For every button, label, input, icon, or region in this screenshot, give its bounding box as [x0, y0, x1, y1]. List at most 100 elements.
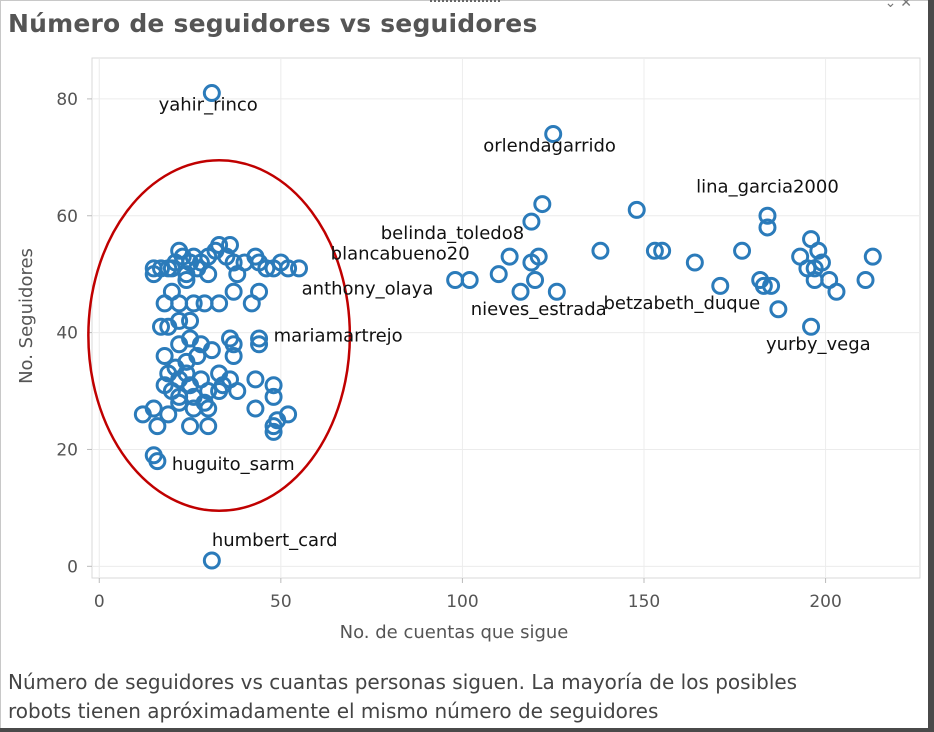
point-annotation: yahir_rinco	[159, 95, 258, 116]
data-point	[769, 300, 788, 319]
window-edge-bottom	[0, 728, 934, 732]
data-point	[627, 200, 646, 219]
data-point	[159, 405, 178, 424]
data-point	[152, 259, 170, 278]
data-point	[544, 124, 563, 143]
point-annotation: mariamartrejo	[274, 325, 403, 346]
data-point	[460, 271, 479, 290]
data-point	[199, 265, 218, 284]
data-point	[224, 253, 243, 272]
point-annotation: orlendagarrido	[483, 135, 616, 156]
data-point	[188, 346, 207, 365]
drag-handle[interactable]	[430, 0, 500, 5]
data-point	[279, 405, 298, 424]
data-point	[264, 387, 283, 406]
data-point	[202, 84, 221, 103]
data-point	[228, 265, 247, 284]
y-tick-label: 20	[56, 440, 78, 460]
data-point	[195, 294, 214, 313]
data-point	[762, 276, 781, 295]
y-tick-label: 0	[67, 557, 78, 577]
data-point	[181, 417, 200, 436]
highlight-ellipse	[87, 158, 352, 513]
x-tick-label: 0	[94, 592, 105, 612]
data-point	[170, 311, 189, 330]
data-point	[733, 241, 752, 260]
data-point	[224, 282, 243, 301]
data-point	[177, 271, 196, 290]
data-point	[547, 282, 566, 301]
point-annotation: lina_garcia2000	[696, 176, 839, 197]
data-point	[511, 282, 530, 301]
close-icon[interactable]: ⌄ ✕	[884, 0, 912, 10]
data-point	[246, 399, 265, 418]
data-point	[144, 399, 163, 418]
data-point	[711, 276, 730, 295]
x-tick-label: 150	[628, 592, 660, 612]
point-annotation: huguito_sarm	[172, 454, 295, 475]
data-point	[522, 253, 541, 272]
data-point	[446, 271, 465, 290]
y-tick-label: 40	[56, 324, 78, 344]
data-point	[152, 317, 170, 336]
data-point	[827, 282, 846, 301]
data-point	[863, 247, 882, 266]
data-point	[591, 241, 610, 260]
data-point	[290, 259, 308, 278]
data-point	[210, 364, 229, 383]
data-point	[184, 294, 203, 313]
data-point	[805, 259, 824, 278]
plot-area	[91, 57, 921, 579]
data-point	[199, 417, 218, 436]
data-point	[224, 335, 243, 354]
data-point	[148, 452, 167, 471]
x-tick-label: 200	[809, 592, 841, 612]
data-point	[758, 218, 777, 237]
data-point	[250, 335, 269, 354]
data-point	[533, 195, 552, 214]
data-point	[162, 382, 181, 401]
data-point	[246, 370, 265, 389]
data-point	[522, 212, 541, 231]
data-point	[809, 241, 828, 260]
data-point	[526, 271, 545, 290]
caption-line-1: Número de seguidores vs cuantas personas…	[8, 670, 798, 694]
data-point	[856, 271, 875, 290]
y-tick-label: 60	[56, 207, 78, 227]
data-point	[155, 346, 174, 365]
point-annotation: anthony_olaya	[302, 279, 434, 300]
point-annotation: yurby_vega	[766, 334, 871, 355]
data-point	[489, 265, 508, 284]
data-point	[148, 417, 167, 436]
data-point	[177, 364, 196, 383]
x-tick-label: 50	[270, 592, 292, 612]
data-point	[191, 335, 210, 354]
data-point	[257, 259, 276, 278]
data-point	[500, 247, 519, 266]
data-point	[645, 241, 664, 260]
page-title: Número de seguidores vs seguidores	[8, 9, 538, 38]
point-annotation: blancabueno20	[331, 244, 470, 265]
data-point	[224, 346, 243, 365]
data-point	[162, 282, 181, 301]
data-point	[653, 241, 672, 260]
data-point	[264, 376, 283, 395]
data-point	[685, 253, 704, 272]
data-point	[802, 317, 821, 336]
chart-caption: Número de seguidores vs cuantas personas…	[8, 668, 908, 726]
window-edge-right	[928, 0, 934, 732]
data-point	[221, 235, 239, 254]
data-point	[264, 422, 283, 441]
data-point	[279, 259, 298, 278]
x-axis-label: No. de cuentas que sigue	[340, 622, 569, 643]
scatter-chart: 0 50 100 150 200 0 20 40 60 80 No. de cuentas que …	[16, 57, 921, 643]
y-tick-label: 80	[56, 90, 78, 110]
data-point	[758, 206, 777, 225]
data-point	[195, 393, 214, 412]
data-point	[202, 551, 221, 570]
caption-line-2: robots tienen apróximadamente el mismo n…	[8, 699, 659, 723]
x-tick-label: 100	[446, 592, 478, 612]
point-annotation: nieves_estrada	[471, 299, 607, 320]
data-point	[162, 259, 181, 278]
